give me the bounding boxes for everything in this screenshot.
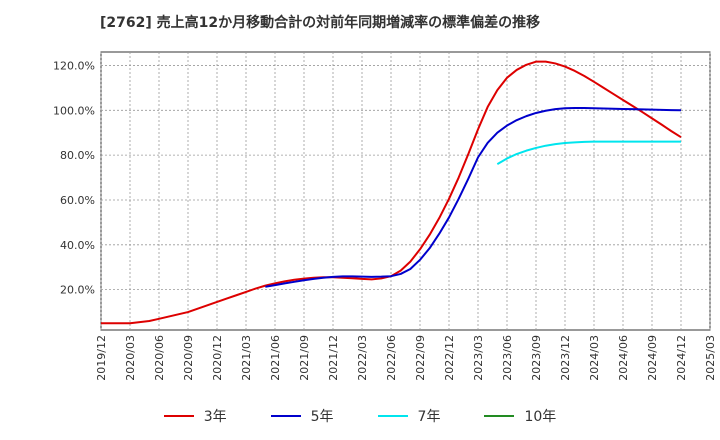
- y-tick-label: 40.0%: [60, 239, 95, 252]
- legend-swatch: [270, 415, 301, 417]
- legend-label: 3年: [203, 409, 227, 425]
- legend-item: 7年: [377, 406, 441, 426]
- x-tick-label: 2021/09: [298, 335, 311, 381]
- legend-swatch: [484, 415, 515, 417]
- plot-area: [100, 51, 711, 331]
- x-tick-label: 2019/12: [95, 335, 108, 381]
- x-axis: 2019/12 2020/03 2020/06 2020/09 2020/12 2021/…: [95, 335, 717, 381]
- x-tick-label: 2024/09: [646, 335, 659, 381]
- legend-label: 5年: [310, 409, 334, 425]
- y-tick-label: 60.0%: [60, 194, 95, 207]
- legend-label: 7年: [417, 409, 441, 425]
- grid: [100, 52, 711, 330]
- x-tick-label: 2021/03: [240, 335, 253, 381]
- series-lines: [101, 60, 682, 325]
- x-tick-label: 2022/12: [443, 335, 456, 381]
- legend-item: 10年: [484, 406, 556, 426]
- y-axis: 20.0% 40.0% 60.0% 80.0% 100.0% 120.0%: [53, 59, 95, 296]
- x-tick-label: 2020/03: [124, 335, 137, 381]
- legend-swatch: [163, 415, 194, 417]
- x-tick-label: 2023/03: [472, 335, 485, 381]
- legend-item: 5年: [270, 406, 334, 426]
- x-tick-label: 2021/06: [269, 335, 282, 381]
- x-tick-label: 2024/06: [617, 335, 630, 381]
- x-tick-label: 2022/09: [414, 335, 427, 381]
- y-tick-label: 80.0%: [60, 149, 95, 162]
- x-tick-label: 2023/12: [559, 335, 572, 381]
- x-tick-label: 2025/03: [704, 335, 717, 381]
- x-tick-label: 2021/12: [327, 335, 340, 381]
- legend-label: 10年: [524, 409, 557, 425]
- legend: 3年 5年 7年 10年: [0, 404, 720, 428]
- x-tick-label: 2024/12: [675, 335, 688, 381]
- x-tick-label: 2020/12: [211, 335, 224, 381]
- legend-item: 3年: [163, 406, 227, 426]
- x-tick-label: 2022/03: [356, 335, 369, 381]
- x-tick-label: 2024/03: [588, 335, 601, 381]
- x-tick-label: 2020/09: [182, 335, 195, 381]
- series-line-5年: [265, 107, 682, 288]
- legend-swatch: [377, 415, 408, 417]
- x-tick-label: 2023/06: [501, 335, 514, 381]
- y-tick-label: 100.0%: [53, 104, 95, 117]
- x-tick-label: 2020/06: [153, 335, 166, 381]
- y-tick-label: 20.0%: [60, 284, 95, 297]
- y-tick-label: 120.0%: [53, 59, 95, 72]
- series-line-7年: [496, 140, 681, 165]
- x-tick-label: 2022/06: [385, 335, 398, 381]
- x-tick-label: 2023/09: [530, 335, 543, 381]
- chart-title: [2762] 売上高12か月移動合計の対前年同期増減率の標準偏差の推移: [100, 15, 541, 31]
